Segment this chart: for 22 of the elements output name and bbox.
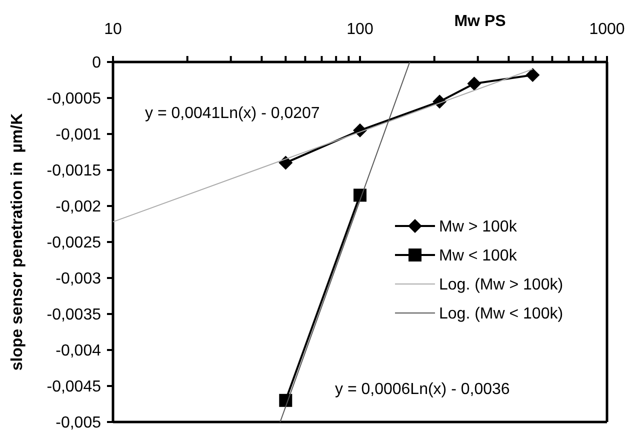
legend-label: Mw > 100k — [439, 218, 518, 236]
x-tick-label: 100 — [346, 21, 374, 38]
x-axis-title: Mw PS — [454, 13, 506, 30]
y-tick-label: -0,0015 — [46, 162, 102, 180]
y-tick-label: -0,004 — [56, 342, 102, 360]
y-tick-label: -0,005 — [56, 414, 102, 432]
y-tick-label: -0,001 — [56, 126, 102, 144]
legend-label: Mw < 100k — [439, 248, 518, 265]
y-tick-label: -0,0035 — [46, 306, 102, 324]
y-tick-label: -0,0045 — [46, 378, 102, 396]
y-tick-label: -0,0025 — [46, 234, 102, 252]
y-tick-label: -0,0005 — [46, 90, 102, 108]
legend-label: Log. (Mw < 100k) — [439, 306, 564, 323]
x-tick-label: 10 — [104, 21, 122, 38]
annotation: y = 0,0041Ln(x) - 0,0207 — [145, 105, 320, 122]
y-tick-label: -0,002 — [56, 198, 102, 216]
y-tick-label: -0,003 — [56, 270, 102, 288]
legend-label: Log. (Mw > 100k) — [439, 276, 564, 294]
y-axis-title: slope sensor penetration in µm/K — [9, 112, 26, 371]
annotation: y = 0,0006Ln(x) - 0,0036 — [335, 381, 510, 398]
y-tick-label: 0 — [92, 54, 102, 72]
x-tick-label: 1000 — [589, 21, 625, 38]
